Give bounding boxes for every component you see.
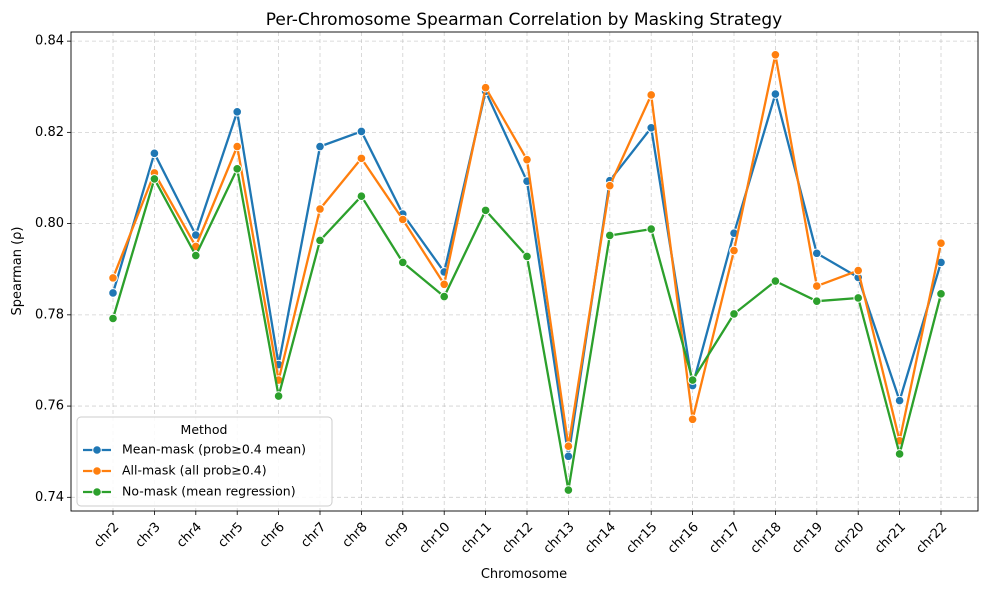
data-point [232,141,242,152]
data-point [853,293,864,303]
legend-label: No-mask (mean regression) [122,484,296,499]
y-tick-label: 0.82 [35,125,64,140]
grid [71,32,978,511]
series-layer [108,50,946,495]
data-point [398,257,408,268]
y-tick-label: 0.78 [35,307,64,322]
data-point [605,230,615,241]
data-point [522,154,532,165]
data-point [522,251,532,262]
data-point [398,214,408,225]
data-point [356,126,367,137]
data-point [232,164,242,174]
y-axis-ticks: 0.74 0.76 0.78 0.80 0.82 0.84 [35,34,71,505]
data-point [315,204,325,214]
data-point [729,309,739,319]
data-point [315,141,325,152]
legend-label: Mean-mask (prob≥0.4 mean) [122,442,306,457]
data-point [480,82,491,93]
legend-entries: Mean-mask (prob≥0.4 mean) All-mask (all p… [83,442,306,499]
data-point [894,449,905,459]
data-point [687,414,698,425]
legend-entry: No-mask (mean regression) [83,484,296,499]
data-point [108,288,118,298]
legend: Method Mean-mask (prob≥0.4 mean) All-mask… [76,416,333,507]
y-tick-label: 0.74 [35,490,64,505]
legend-marker [92,466,102,476]
y-tick-label: 0.80 [35,216,64,231]
data-point [563,451,574,462]
legend-marker [92,487,102,497]
data-point [356,153,367,164]
data-point [605,180,615,191]
data-point [149,148,160,159]
data-point [646,224,657,234]
data-point [770,276,781,286]
data-point [439,291,450,302]
y-tick-label: 0.76 [35,399,64,414]
y-axis-label: Spearman (ρ) [10,227,25,316]
plot-frame [70,31,979,512]
legend-box [76,416,333,507]
data-point [108,273,118,283]
legend-label: All-mask (all prob≥0.4) [122,463,267,478]
data-point [563,441,574,452]
series-3 [108,164,946,495]
data-point [315,235,325,246]
legend-title: Method [181,422,228,437]
data-point [480,205,491,216]
data-point [563,485,574,495]
data-point [770,89,781,99]
data-point [812,296,822,306]
data-point [108,313,118,324]
data-point [273,391,284,401]
chart-title: Per-Chromosome Spearman Correlation by M… [266,10,782,30]
data-point [812,248,822,259]
data-point [687,375,698,385]
data-point [232,107,242,117]
data-point [936,238,946,249]
data-point [439,279,450,290]
legend-marker [92,445,102,455]
x-axis-label: Chromosome [481,567,567,582]
data-point [729,245,739,256]
data-point [646,90,657,100]
data-point [812,281,822,291]
data-point [149,174,160,184]
data-point [936,289,946,299]
legend-entry: All-mask (all prob≥0.4) [83,463,267,478]
data-point [894,395,905,406]
data-point [770,50,781,60]
data-point [853,265,864,276]
data-point [356,191,367,202]
legend-entry: Mean-mask (prob≥0.4 mean) [83,442,306,457]
series-2 [108,50,946,452]
y-tick-label: 0.84 [35,34,64,49]
data-point [191,250,201,261]
